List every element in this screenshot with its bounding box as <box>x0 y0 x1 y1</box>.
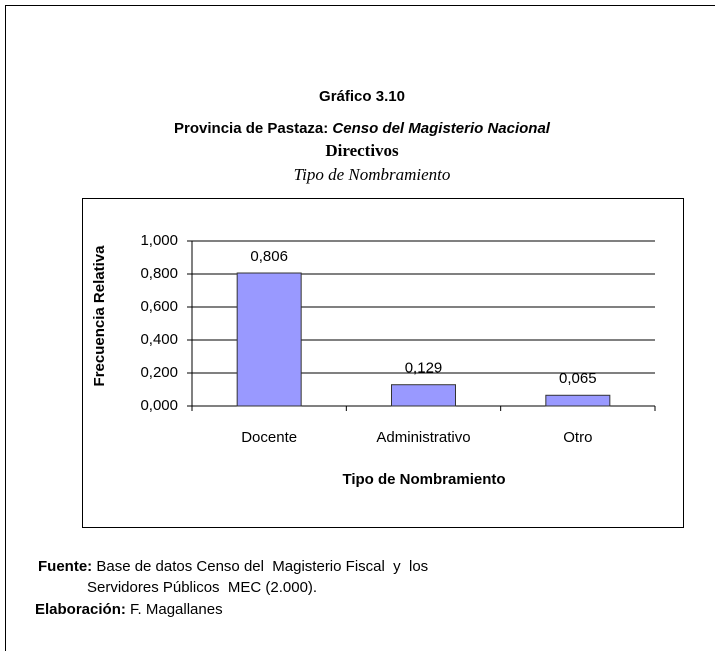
value-label: 0,806 <box>250 248 288 265</box>
y-tick-label: 0,600 <box>140 298 178 315</box>
group: Directivos <box>325 141 399 160</box>
source-text: Base de datos Censo del Magisterio Fisca… <box>96 558 428 575</box>
value-label: 0,065 <box>559 370 597 387</box>
y-tick-label: 0,800 <box>140 265 178 282</box>
value-label: 0,129 <box>405 360 443 377</box>
y-tick-label: 1,000 <box>140 232 178 249</box>
bar <box>236 272 302 407</box>
source-text: Servidores Públicos MEC (2.000). <box>87 579 317 596</box>
x-tick-label: Administrativo <box>376 429 470 446</box>
chart-title: Provincia de Pastaza: Censo del Magister… <box>174 120 551 137</box>
province: Provincia de Pastaza: <box>174 120 328 137</box>
x-tick-label: Docente <box>241 429 297 446</box>
footer-source: Fuente: Base de datos Censo del Magister… <box>38 558 428 575</box>
y-axis-title: Frecuencia Relativa <box>91 245 108 387</box>
page-border <box>5 5 715 651</box>
y-tick-label: 0,200 <box>140 364 178 381</box>
footer-author: Elaboración: F. Magallanes <box>35 601 223 618</box>
y-tick-label: 0,400 <box>140 331 178 348</box>
x-axis-title: Tipo de Nombramiento <box>342 471 505 488</box>
x-tick-label: Otro <box>563 429 592 446</box>
y-tick-label: 0,000 <box>140 397 178 414</box>
bar <box>391 384 456 407</box>
author-label: Elaboración: <box>35 601 126 618</box>
bar <box>545 394 611 407</box>
figure-number: Gráfico 3.10 <box>319 88 405 105</box>
subtitle: Tipo de Nombramiento <box>294 165 451 184</box>
chart-frame <box>82 198 684 528</box>
source-label: Fuente: <box>38 558 92 575</box>
census: Censo del Magisterio Nacional <box>332 120 550 137</box>
author: F. Magallanes <box>130 601 223 618</box>
